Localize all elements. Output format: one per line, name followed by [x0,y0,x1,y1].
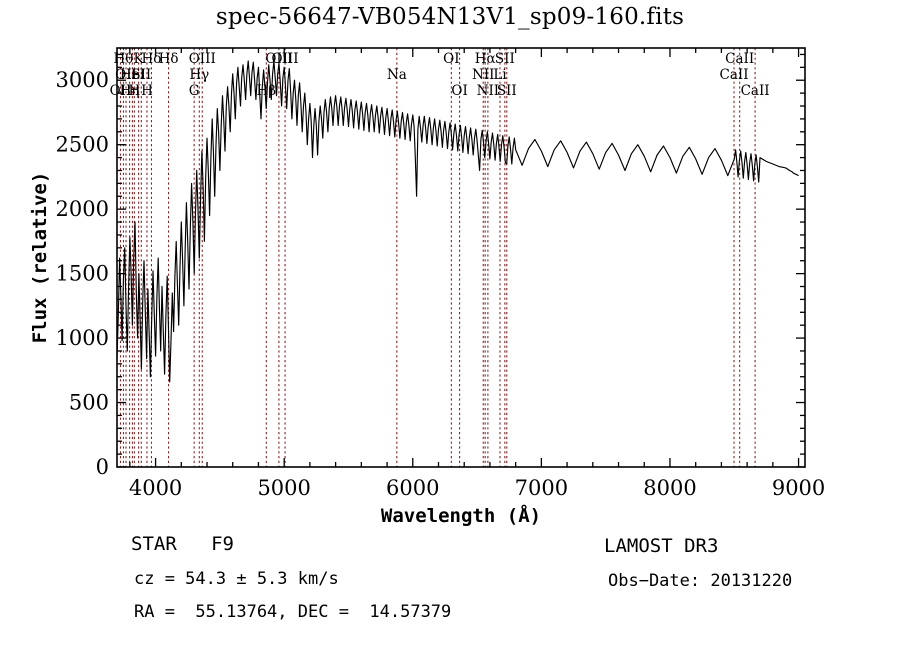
svg-text:NII: NII [477,83,499,99]
svg-text:OII: OII [115,67,137,83]
svg-text:OI: OI [451,83,467,99]
svg-text:Na: Na [387,67,407,83]
svg-text:OIII: OIII [189,51,216,67]
svg-text:G: G [189,83,200,99]
svg-text:Hδ: Hδ [159,51,179,67]
svg-text:Wavelength (Å): Wavelength (Å) [381,503,541,527]
svg-text:SII: SII [497,83,517,99]
svg-text:NII: NII [472,67,494,83]
survey-name-text: LAMOST DR3 [604,535,719,557]
svg-text:500: 500 [69,391,109,415]
svg-text:Hβ: Hβ [257,83,277,99]
svg-text:1000: 1000 [56,326,109,350]
svg-text:2000: 2000 [56,197,109,221]
svg-text:0: 0 [96,455,109,479]
svg-text:OI: OI [443,51,459,67]
svg-text:Hη: Hη [120,83,140,99]
svg-text:1500: 1500 [56,262,109,286]
svg-text:H: H [128,83,140,99]
svg-text:K: K [134,51,145,67]
svg-text:CaII: CaII [741,83,770,99]
coordinates-text: RA = 55.13764, DEC = 14.57379 [134,602,452,622]
svg-text:CaII: CaII [719,67,748,83]
svg-text:OIII: OIII [265,51,292,67]
svg-text:CaII: CaII [725,51,754,67]
svg-text:Hγ: Hγ [189,67,209,83]
svg-text:Li: Li [493,67,507,83]
svg-text:Hα: Hα [475,51,496,67]
redshift-text: cz = 54.3 ± 5.3 km/s [134,569,339,589]
svg-text:4000: 4000 [129,476,182,500]
star-type-text: STAR F9 [131,533,234,555]
svg-text:6000: 6000 [386,476,439,500]
svg-text:2500: 2500 [56,133,109,157]
svg-text:Hδ: Hδ [142,51,162,67]
svg-text:Flux (relative): Flux (relative) [29,172,51,344]
svg-text:5000: 5000 [257,476,310,500]
svg-text:SII: SII [495,51,515,67]
svg-text:9000: 9000 [772,476,825,500]
svg-text:Hθ: Hθ [113,51,133,67]
svg-text:3000: 3000 [56,68,109,92]
svg-text:HeI: HeI [120,67,145,83]
svg-text:H: H [141,83,153,99]
svg-text:7000: 7000 [515,476,568,500]
page-title: spec-56647-VB054N13V1_sp09-160.fits [215,4,685,30]
svg-text:8000: 8000 [643,476,696,500]
svg-text:OIII: OIII [272,51,299,67]
svg-text:SII: SII [131,67,151,83]
svg-text:OII: OII [110,83,132,99]
obs-date-text: Obs−Date: 20131220 [608,571,793,591]
